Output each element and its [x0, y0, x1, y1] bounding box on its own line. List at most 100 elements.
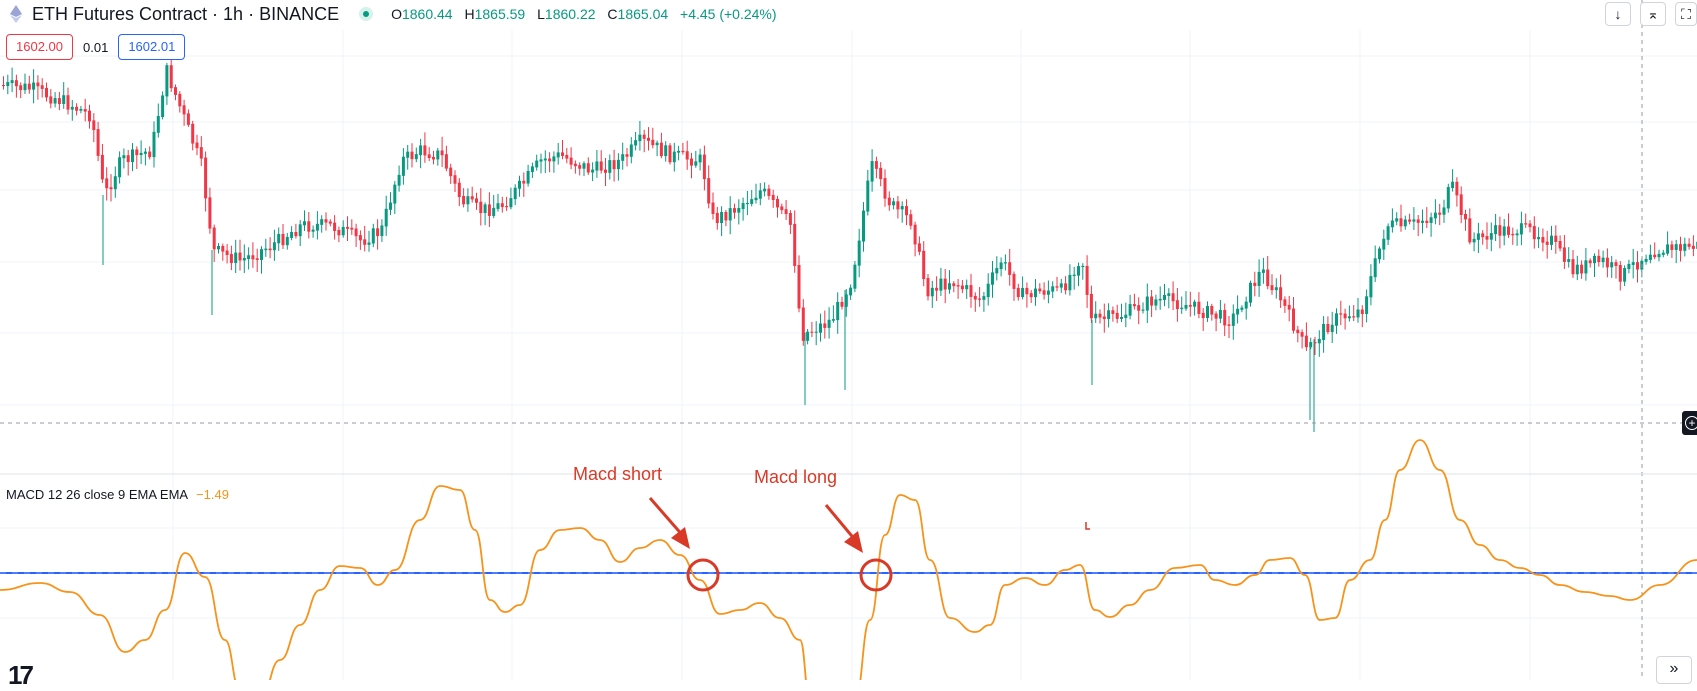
candle-body — [982, 296, 986, 300]
candle-body — [401, 156, 405, 176]
candle-body — [1614, 262, 1618, 267]
candle-body — [995, 268, 999, 274]
macd-legend[interactable]: MACD 12 26 close 9 EMA EMA −1.49 — [6, 487, 229, 502]
candle-body — [715, 212, 719, 224]
candle-body — [406, 151, 410, 158]
candle-body — [143, 151, 147, 154]
candle-body — [1442, 207, 1446, 215]
candle-body — [1507, 226, 1510, 235]
candle-body — [217, 245, 220, 250]
collapse-icon[interactable]: ⌅ — [1640, 2, 1666, 26]
candle-body — [1382, 238, 1386, 250]
add-price-level-button[interactable]: + — [1682, 411, 1697, 435]
candle-body — [870, 161, 874, 182]
tradingview-logo[interactable]: 17 — [8, 660, 34, 690]
candle-body — [70, 106, 74, 110]
candle-body — [616, 159, 620, 170]
maximize-icon[interactable]: ⛶ — [1675, 2, 1697, 26]
candle-body — [462, 196, 466, 205]
candle-body — [939, 278, 943, 291]
candle-body — [1296, 329, 1300, 334]
candle-body — [1515, 233, 1519, 236]
candle-body — [174, 87, 177, 95]
candle-body — [1158, 298, 1162, 301]
candle-body — [668, 145, 672, 163]
candle-body — [367, 242, 371, 245]
candle-body — [122, 155, 126, 159]
candle-body — [1446, 187, 1450, 209]
candle-body — [311, 229, 315, 232]
candle-body — [427, 154, 431, 159]
candle-body — [75, 106, 79, 111]
candle-body — [191, 123, 195, 144]
candle-body — [694, 161, 698, 166]
spread-value: 0.01 — [83, 39, 109, 55]
candle-body — [827, 319, 831, 328]
candle-body — [548, 158, 552, 162]
candle-body — [1012, 273, 1016, 289]
candle-body — [410, 151, 414, 160]
candle-body — [1378, 248, 1381, 260]
candle-body — [1266, 269, 1270, 287]
candle-body — [1102, 316, 1106, 320]
candle-body — [522, 180, 526, 184]
candle-body — [376, 228, 380, 237]
candle-body — [1132, 304, 1136, 307]
candle-body — [1588, 260, 1592, 264]
candle-body — [1261, 269, 1265, 273]
candle-body — [797, 264, 801, 309]
candle-body — [922, 250, 926, 280]
candle-body — [281, 233, 285, 246]
candle-body — [1145, 296, 1149, 311]
candle-body — [96, 129, 100, 156]
candle-body — [763, 188, 767, 192]
candle-body — [1214, 313, 1218, 319]
candle-body — [100, 154, 104, 180]
buy-price-button[interactable]: 1602.01 — [118, 34, 186, 60]
candle-body — [801, 307, 805, 341]
candle-body — [866, 180, 870, 212]
candle-body — [1120, 317, 1123, 319]
candle-body — [1343, 313, 1347, 319]
candle-body — [57, 98, 61, 104]
candle-body — [969, 285, 973, 297]
candle-body — [702, 154, 706, 180]
candle-body — [251, 255, 255, 260]
candle-body — [285, 236, 289, 246]
candle-body — [1021, 287, 1025, 298]
candle-body — [255, 258, 259, 261]
symbol-title[interactable]: ETH Futures Contract · 1h · BINANCE — [32, 3, 340, 24]
candle-body — [960, 285, 964, 290]
candle-body — [677, 150, 681, 153]
candle-body — [14, 80, 18, 87]
candle-body — [586, 163, 590, 173]
sell-price-button[interactable]: 1602.00 — [6, 34, 73, 60]
candle-body — [690, 158, 693, 166]
candle-body — [1042, 290, 1046, 295]
scroll-to-realtime-icon[interactable]: » — [1656, 656, 1692, 684]
candle-body — [1580, 264, 1584, 274]
candle-body — [208, 197, 212, 229]
candle-body — [260, 249, 263, 261]
candle-body — [862, 210, 865, 242]
candle-body — [754, 197, 758, 201]
candle-body — [1197, 301, 1201, 314]
candle-body — [354, 228, 358, 237]
ohlc-readout: O1860.44 H1865.59 L1860.22 C1865.04 +4.4… — [391, 6, 784, 22]
candle-body — [711, 202, 715, 214]
candle-body — [432, 157, 435, 160]
candle-body — [1025, 287, 1029, 295]
candle-body — [337, 229, 341, 236]
market-status-icon[interactable] — [359, 7, 374, 21]
arrow-down-icon[interactable]: ↓ — [1605, 2, 1631, 26]
candle-body — [1313, 342, 1317, 344]
candle-body — [1107, 310, 1111, 320]
candle-body — [1034, 288, 1037, 298]
candle-body — [126, 155, 130, 163]
candle-body — [32, 82, 36, 90]
candle-body — [1408, 219, 1412, 222]
candle-body — [457, 182, 461, 198]
candle-body — [1438, 212, 1442, 215]
candle-body — [1167, 293, 1171, 296]
